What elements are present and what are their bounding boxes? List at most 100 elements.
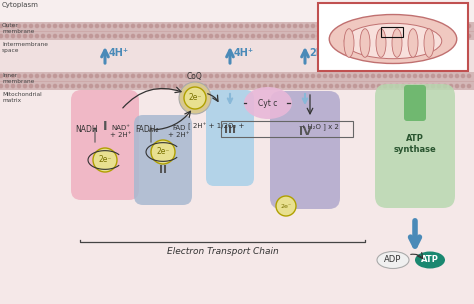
Circle shape [82, 84, 87, 88]
Circle shape [299, 34, 303, 38]
Circle shape [149, 34, 153, 38]
Circle shape [328, 84, 333, 88]
Circle shape [215, 74, 219, 78]
Circle shape [437, 34, 441, 38]
Circle shape [125, 84, 129, 88]
Ellipse shape [329, 15, 457, 64]
Circle shape [209, 34, 213, 38]
Circle shape [401, 84, 405, 88]
Circle shape [425, 84, 429, 88]
Circle shape [353, 34, 357, 38]
Bar [381, 27, 403, 37]
Circle shape [257, 84, 261, 88]
Circle shape [276, 196, 296, 216]
Circle shape [107, 34, 111, 38]
Circle shape [310, 34, 315, 38]
Circle shape [64, 84, 69, 88]
Circle shape [197, 34, 201, 38]
Circle shape [419, 34, 423, 38]
Circle shape [197, 74, 201, 78]
Circle shape [346, 74, 351, 78]
Circle shape [71, 24, 75, 28]
Circle shape [23, 74, 27, 78]
Circle shape [281, 24, 285, 28]
Circle shape [0, 84, 3, 88]
Text: 2e⁻: 2e⁻ [156, 147, 170, 157]
Text: Outer
membrane: Outer membrane [2, 23, 35, 34]
Circle shape [179, 74, 183, 78]
Circle shape [203, 74, 207, 78]
Circle shape [185, 74, 189, 78]
Circle shape [443, 34, 447, 38]
Circle shape [239, 24, 243, 28]
Text: 2e⁻: 2e⁻ [281, 203, 292, 209]
Circle shape [5, 34, 9, 38]
Circle shape [125, 24, 129, 28]
Ellipse shape [424, 29, 434, 57]
Circle shape [251, 84, 255, 88]
Circle shape [100, 84, 105, 88]
Ellipse shape [344, 29, 354, 57]
Circle shape [227, 34, 231, 38]
Ellipse shape [376, 29, 386, 57]
Circle shape [419, 84, 423, 88]
Circle shape [425, 34, 429, 38]
Circle shape [221, 84, 225, 88]
Circle shape [77, 74, 82, 78]
Circle shape [317, 34, 321, 38]
Circle shape [443, 24, 447, 28]
Circle shape [221, 24, 225, 28]
Circle shape [113, 34, 117, 38]
Circle shape [287, 34, 292, 38]
Circle shape [185, 84, 189, 88]
Circle shape [437, 24, 441, 28]
Bar [0, 90, 474, 304]
Circle shape [287, 74, 292, 78]
Circle shape [341, 84, 345, 88]
Circle shape [389, 24, 393, 28]
Circle shape [328, 24, 333, 28]
Circle shape [155, 74, 159, 78]
Circle shape [197, 84, 201, 88]
Circle shape [359, 84, 363, 88]
Circle shape [437, 74, 441, 78]
Circle shape [173, 84, 177, 88]
Circle shape [11, 84, 15, 88]
Circle shape [365, 74, 369, 78]
Circle shape [137, 74, 141, 78]
Circle shape [263, 74, 267, 78]
Circle shape [95, 24, 99, 28]
Circle shape [89, 84, 93, 88]
Circle shape [346, 34, 351, 38]
Circle shape [461, 74, 465, 78]
Text: NAD⁺
+ 2H⁺: NAD⁺ + 2H⁺ [110, 125, 132, 138]
Circle shape [47, 74, 51, 78]
Circle shape [245, 84, 249, 88]
Circle shape [346, 24, 351, 28]
Circle shape [29, 24, 33, 28]
Circle shape [149, 84, 153, 88]
Circle shape [17, 84, 21, 88]
Circle shape [287, 24, 292, 28]
Ellipse shape [415, 251, 445, 268]
Circle shape [89, 74, 93, 78]
Circle shape [100, 74, 105, 78]
Circle shape [71, 74, 75, 78]
Circle shape [365, 84, 369, 88]
Circle shape [461, 84, 465, 88]
Circle shape [389, 34, 393, 38]
Circle shape [191, 84, 195, 88]
Circle shape [389, 74, 393, 78]
Text: Intermembrane
space: Intermembrane space [2, 42, 48, 53]
Circle shape [323, 24, 328, 28]
Circle shape [161, 74, 165, 78]
Circle shape [209, 24, 213, 28]
Circle shape [203, 24, 207, 28]
Bar [318, 3, 468, 71]
Circle shape [239, 34, 243, 38]
Circle shape [107, 74, 111, 78]
Circle shape [413, 24, 417, 28]
Circle shape [167, 74, 171, 78]
Circle shape [383, 34, 387, 38]
Ellipse shape [244, 87, 292, 119]
